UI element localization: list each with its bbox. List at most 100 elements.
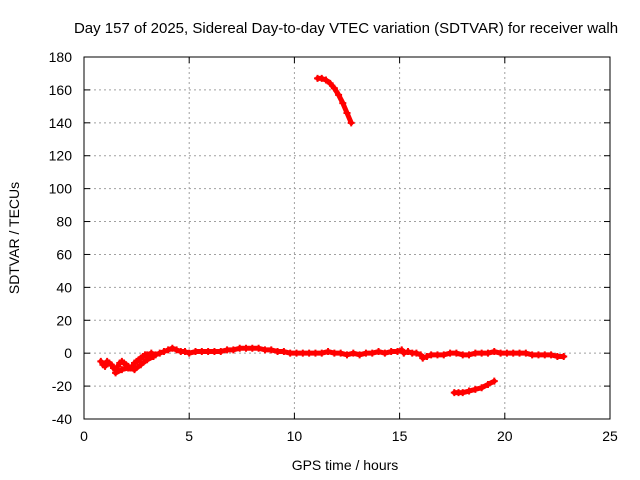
data-point [160,348,168,356]
data-point [412,349,420,357]
x-tick-label: 25 [602,428,618,444]
data-point [311,349,319,357]
y-tick-label: 160 [49,82,73,98]
data-point [393,348,401,356]
data-point [217,348,225,356]
data-point [173,346,181,354]
data-point [446,349,454,357]
y-tick-label: 0 [64,345,72,361]
ticks [83,56,611,420]
data-point [143,356,151,364]
data-point [286,349,294,357]
data-point [347,119,355,127]
data-point [204,348,212,356]
data-point [560,352,568,360]
data-point [343,351,351,359]
data-point [118,366,126,374]
y-tick-label: 80 [56,214,72,230]
data-point [261,346,269,354]
data-point [497,349,505,357]
data-point [280,348,288,356]
data-point [423,352,431,360]
data-point [318,349,326,357]
data-point [335,91,343,99]
data-point [149,352,157,360]
grid [84,57,610,419]
x-tick-label: 15 [392,428,408,444]
data-point [349,349,357,357]
data-point [478,349,486,357]
data-point [471,349,479,357]
data-point [381,349,389,357]
data-point [400,349,408,357]
data-point [404,348,412,356]
data-point [274,348,282,356]
data-point [484,380,492,388]
data-point [185,349,193,357]
data-point [459,351,467,359]
x-tick-label: 20 [497,428,513,444]
data-point [318,74,326,82]
data-point [375,348,383,356]
data-point [522,349,530,357]
data-point [267,346,275,354]
data-point [534,351,542,359]
data-point [112,369,120,377]
data-point [255,344,263,352]
data-point [293,349,301,357]
data-point [299,349,307,357]
data-point [343,109,351,117]
y-tick-label: 180 [49,49,73,65]
data-points [97,74,568,397]
data-point [130,366,138,374]
data-point [516,349,524,357]
y-axis-label: SDTVAR / TECUs [6,182,22,294]
data-point [356,351,364,359]
data-point [168,344,176,352]
data-point [490,377,498,385]
data-point [337,349,345,357]
x-tick-label: 10 [287,428,303,444]
data-point [192,348,200,356]
data-point [330,349,338,357]
data-point [465,351,473,359]
data-point [484,349,492,357]
y-tick-label: 100 [49,181,73,197]
data-point [164,346,172,354]
data-point [101,362,109,370]
x-tick-label: 0 [80,428,88,444]
tick-labels: 0 5 10 15 20 25 -40 -20 0 20 40 60 80 100 120 140 160 180 [49,49,618,444]
data-point [471,385,479,393]
data-point [339,99,347,107]
data-point [198,348,206,356]
data-point [478,384,486,392]
y-tick-label: 140 [49,115,73,131]
data-point [541,351,549,359]
data-point [362,349,370,357]
data-point [459,389,467,397]
y-tick-label: -20 [52,378,72,394]
data-point [433,351,441,359]
data-point [236,344,244,352]
data-point [326,79,334,87]
data-point [223,346,231,354]
chart-title: Day 157 of 2025, Sidereal Day-to-day VTE… [74,20,618,37]
data-point [528,351,536,359]
data-point [547,351,555,359]
data-point [440,351,448,359]
y-tick-label: 40 [56,279,72,295]
data-point [387,348,395,356]
data-point [465,387,473,395]
data-point [324,348,332,356]
data-point [181,348,189,356]
x-axis-label: GPS time / hours [292,457,399,473]
data-point [137,361,145,369]
data-point [322,76,330,84]
data-point [503,349,511,357]
data-point [124,364,132,372]
data-point [248,344,256,352]
data-point [509,349,517,357]
data-point [490,348,498,356]
